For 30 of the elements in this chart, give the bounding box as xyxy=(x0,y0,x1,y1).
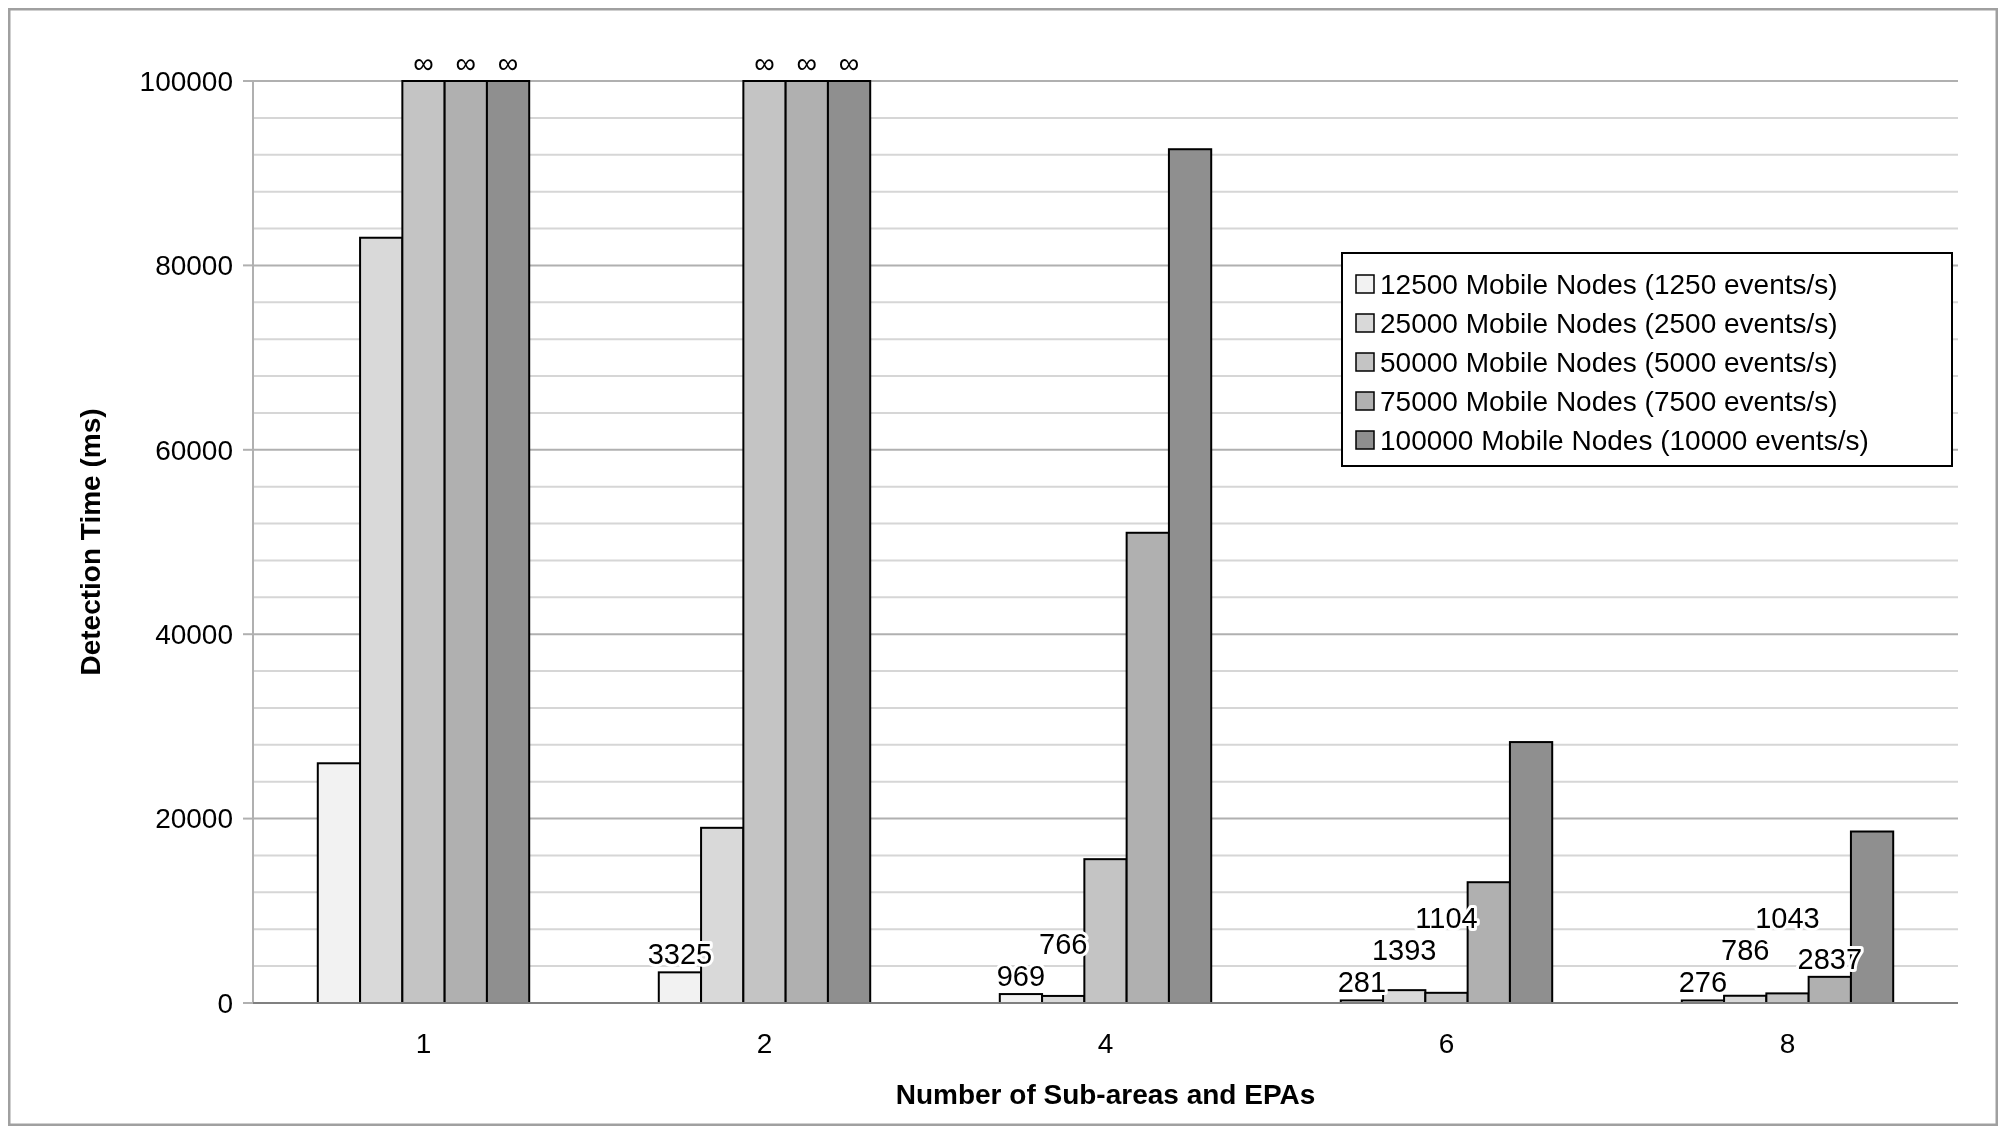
x-tick-label: 8 xyxy=(1779,1028,1796,1059)
legend-label: 75000 Mobile Nodes (7500 events/s) xyxy=(1380,385,1838,417)
data-label: 1393 xyxy=(1371,934,1437,967)
x-tick-label: 1 xyxy=(415,1028,432,1059)
y-tick-label: 100000 xyxy=(139,65,233,97)
data-label: ∞ xyxy=(754,47,775,79)
x-tick-label: 2 xyxy=(756,1028,773,1059)
data-label: ∞ xyxy=(838,47,860,79)
data-label: ∞ xyxy=(455,47,477,79)
data-label: ∞ xyxy=(497,47,519,79)
x-tick-label: 6 xyxy=(1438,1028,1455,1059)
legend-label: 25000 Mobile Nodes (2500 events/s) xyxy=(1380,307,1838,339)
data-label: 281 xyxy=(1337,966,1387,999)
data-label: ∞ xyxy=(413,47,434,79)
y-tick-label: 60000 xyxy=(155,434,233,466)
data-label: 969 xyxy=(996,960,1046,993)
legend-label: 100000 Mobile Nodes (10000 events/s) xyxy=(1380,424,1869,456)
y-tick-label: 20000 xyxy=(155,803,233,835)
x-axis-title: Number of Sub-areas and EPAs xyxy=(895,1079,1316,1110)
y-axis-title: Detection Time (ms) xyxy=(75,408,106,676)
data-label: 786 xyxy=(1721,934,1770,967)
data-label: 276 xyxy=(1678,966,1728,999)
data-label: 1043 xyxy=(1755,902,1820,935)
legend-label: 12500 Mobile Nodes (1250 events/s) xyxy=(1380,268,1838,300)
x-tick-label: 4 xyxy=(1097,1028,1114,1059)
y-tick-label: 40000 xyxy=(155,619,233,650)
y-tick-label: 0 xyxy=(217,987,233,1019)
y-tick-label: 80000 xyxy=(155,250,233,282)
legend-label: 50000 Mobile Nodes (5000 events/s) xyxy=(1380,346,1838,378)
data-label: ∞ xyxy=(796,47,818,79)
